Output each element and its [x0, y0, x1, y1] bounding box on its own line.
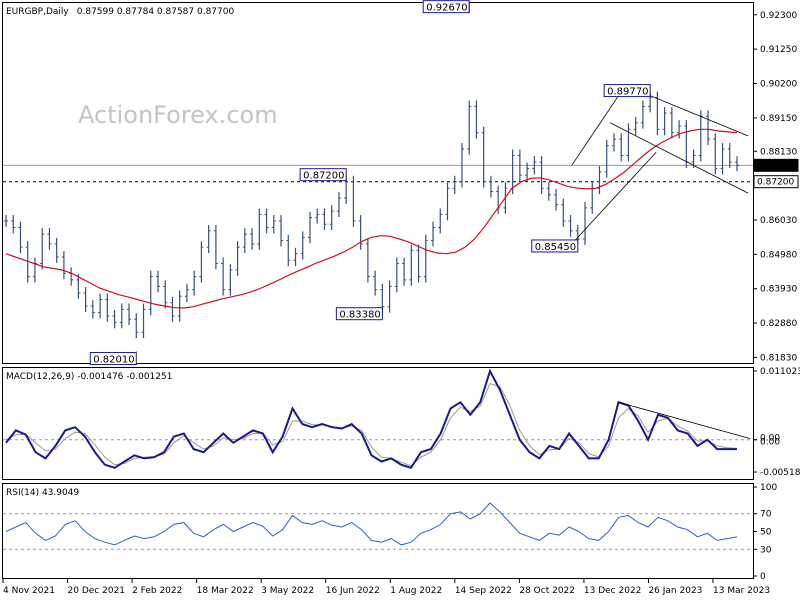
price-annotation-label: 0.83380 [339, 310, 380, 321]
price-y-tick-label: 0.88130 [760, 147, 797, 157]
rsi-line [5, 502, 738, 546]
price-y-tick-label: 0.83930 [760, 285, 797, 295]
macd-trendline [618, 401, 751, 439]
macd-y-tick-label: -0.005182 [760, 468, 800, 478]
x-tick-label: 20 Dec 2021 [68, 586, 126, 596]
price-y-tick-label: 0.92300 [760, 11, 797, 21]
x-tick-label: 2 Feb 2022 [132, 586, 182, 596]
macd-y-tick-label: 0.00 [760, 438, 780, 448]
price-annotation-box [335, 307, 383, 321]
price-y-tick-label: 0.84980 [760, 250, 797, 260]
price-annotation-label: 0.92670 [426, 3, 467, 14]
channel-lower-line [609, 122, 749, 194]
macd-y-tick-label: 0.00 [760, 434, 780, 444]
macd-y-tick-label: 0.011023 [760, 367, 800, 377]
price-tag [753, 158, 799, 172]
x-tick-label: 14 Sep 2022 [455, 586, 512, 596]
x-tick-label: 18 Mar 2022 [197, 586, 254, 596]
rsi-y-tick-label: 50 [760, 528, 772, 538]
price-tag [753, 175, 799, 189]
price-y-tick-label: 0.90200 [760, 80, 797, 90]
x-tick-label: 13 Dec 2022 [584, 586, 642, 596]
price-annotation-label: 0.82010 [93, 355, 134, 366]
rsi-y-tick-label: 70 [760, 510, 772, 520]
price-y-tick-label: 0.91250 [760, 45, 797, 55]
price-y-tick-label: 0.86030 [760, 216, 797, 226]
macd-signal-line [5, 382, 738, 467]
x-tick-label: 3 May 2022 [261, 586, 314, 596]
x-tick-label: 4 Nov 2021 [3, 586, 55, 596]
rsi-y-tick-label: 30 [760, 545, 772, 555]
rsi-y-tick-label: 100 [760, 483, 777, 493]
rising-channel-upper [571, 93, 621, 166]
x-tick-label: 13 Mar 2023 [713, 586, 770, 596]
macd-line [5, 368, 737, 469]
price-annotation-label: 0.85450 [535, 242, 576, 253]
moving-average-line [5, 128, 738, 309]
macd-panel-title: MACD(12,26,9) -0.001476 -0.001251 [6, 372, 172, 382]
price-annotation-box [531, 239, 579, 253]
rising-channel-lower [571, 151, 657, 245]
x-tick-label: 16 Jun 2022 [326, 586, 380, 596]
x-tick-label: 26 Jan 2023 [648, 586, 702, 596]
rsi-y-tick-label: 0 [760, 572, 766, 582]
price-tag-label: 0.87200 [757, 178, 794, 188]
price-annotation-label: 0.89770 [607, 87, 648, 98]
price-annotation-box [89, 352, 137, 366]
macd-panel [2, 367, 754, 480]
channel-upper-line [649, 95, 749, 137]
price-annotation-box [299, 168, 347, 182]
x-tick-label: 1 Aug 2022 [390, 586, 442, 596]
price-panel-title: EURGBP,Daily 0.87599 0.87784 0.87587 0.87… [6, 7, 234, 17]
watermark: ActionForex.com [78, 101, 278, 129]
rsi-panel-title: RSI(14) 43.9049 [6, 488, 79, 498]
price-y-tick-label: 0.81830 [760, 353, 797, 363]
rsi-panel [2, 483, 754, 579]
price-tag-label: 0.87700 [757, 161, 794, 171]
price-annotation-box [603, 84, 651, 98]
price-y-tick-label: 0.89150 [760, 114, 797, 124]
price-annotation-label: 0.87200 [303, 171, 344, 182]
x-tick-label: 28 Oct 2022 [519, 586, 575, 596]
price-y-tick-label: 0.82880 [760, 319, 797, 329]
